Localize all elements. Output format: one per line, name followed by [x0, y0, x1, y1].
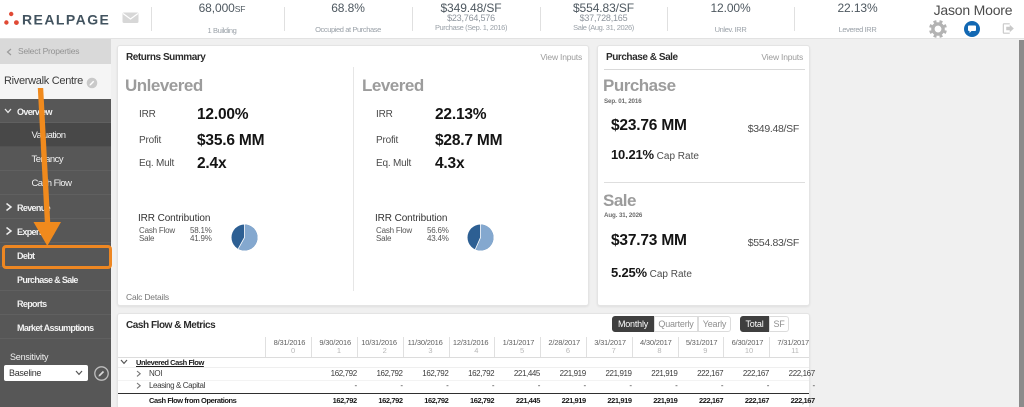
svg-text:REALPAGE: REALPAGE [22, 12, 110, 28]
